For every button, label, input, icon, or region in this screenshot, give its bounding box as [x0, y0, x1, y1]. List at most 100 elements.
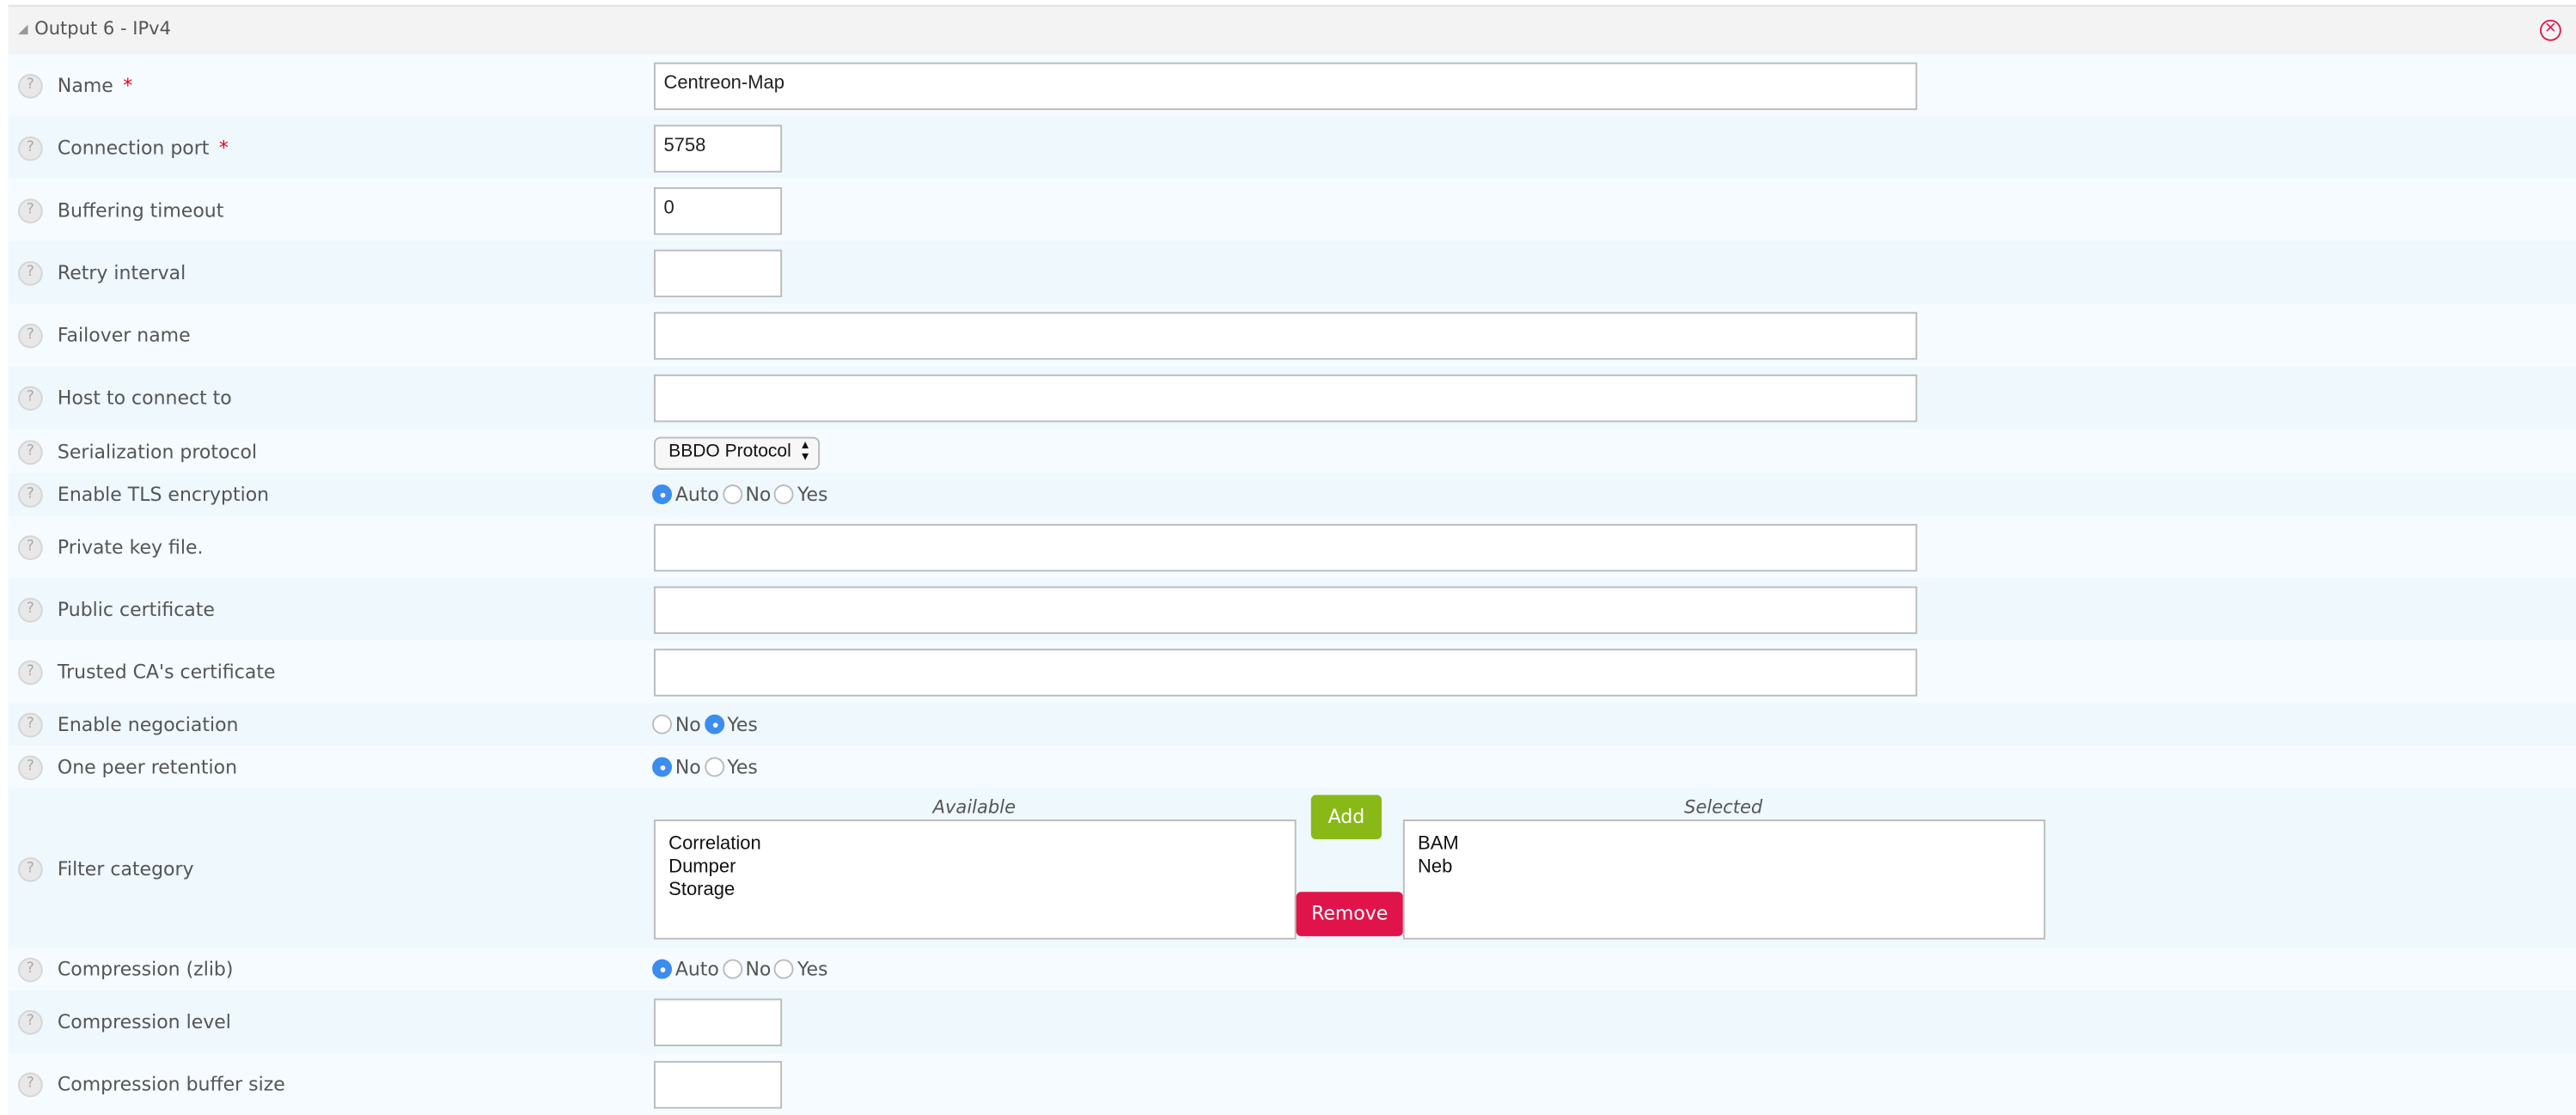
- radio-no[interactable]: [652, 757, 673, 777]
- radio-label[interactable]: Yes: [727, 755, 758, 779]
- help-icon[interactable]: ?: [18, 323, 43, 349]
- field-label: Connection port *: [58, 137, 229, 160]
- radio-label[interactable]: Yes: [797, 483, 828, 506]
- name-input[interactable]: Centreon-Map: [653, 61, 1918, 110]
- list-option[interactable]: BAM: [1418, 834, 1459, 855]
- form-row-connection-port: ? Connection port * 5758: [8, 116, 2576, 180]
- help-icon[interactable]: ?: [18, 712, 43, 738]
- help-icon[interactable]: ?: [18, 597, 43, 623]
- serialization-protocol-select[interactable]: BBDO Protocol ▲ ▼: [653, 436, 820, 469]
- form-row-name: ? Name * Centreon-Map: [8, 54, 2576, 117]
- list-option[interactable]: Storage: [668, 880, 736, 900]
- enable-negociation-radio-group: No Yes: [652, 713, 761, 736]
- form-row-enable-tls-encryption: ? Enable TLS encryption Auto No Yes: [8, 472, 2576, 516]
- radio-label[interactable]: Auto: [675, 957, 719, 981]
- field-label: Failover name: [58, 324, 191, 347]
- help-icon[interactable]: ?: [18, 755, 43, 781]
- label-text: Public certificate: [57, 597, 215, 621]
- field-label: Trusted CA's certificate: [58, 661, 276, 684]
- field-label: Compression buffer size: [58, 1073, 285, 1096]
- form-row-enable-negociation: ? Enable negociation No Yes: [8, 703, 2576, 746]
- form-row-compression-buffer-size: ? Compression buffer size: [8, 1052, 2576, 1115]
- radio-no[interactable]: [722, 484, 742, 504]
- list-option[interactable]: Neb: [1418, 857, 1453, 878]
- failover-name-input[interactable]: [653, 311, 1918, 359]
- field-label: Enable TLS encryption: [58, 483, 269, 506]
- section-header[interactable]: Output 6 - IPv4 ✕: [8, 4, 2576, 57]
- help-icon[interactable]: ?: [18, 1072, 43, 1098]
- radio-yes[interactable]: [774, 959, 795, 979]
- help-icon[interactable]: ?: [18, 136, 43, 161]
- required-asterisk: *: [123, 74, 133, 97]
- label-text: Enable negociation: [57, 712, 239, 736]
- label-text: Serialization protocol: [57, 439, 258, 463]
- form-row-retry-interval: ? Retry interval: [8, 241, 2576, 304]
- connection-port-input[interactable]: 5758: [653, 124, 783, 172]
- buffering-timeout-input[interactable]: 0: [653, 186, 783, 235]
- label-text: Trusted CA's certificate: [57, 660, 276, 684]
- radio-label[interactable]: No: [675, 712, 701, 736]
- help-icon[interactable]: ?: [18, 74, 43, 99]
- radio-no[interactable]: [722, 959, 742, 979]
- help-icon[interactable]: ?: [18, 535, 43, 560]
- field-label: Name *: [58, 74, 132, 97]
- radio-label[interactable]: No: [745, 957, 772, 981]
- radio-label[interactable]: Auto: [675, 483, 719, 506]
- form-row-private-key-file: ? Private key file.: [8, 515, 2576, 579]
- help-icon[interactable]: ?: [18, 439, 43, 465]
- label-text: Name: [57, 74, 113, 97]
- radio-label[interactable]: No: [675, 755, 701, 779]
- form-row-trusted-ca-s-certificate: ? Trusted CA's certificate: [8, 640, 2576, 704]
- field-label: Host to connect to: [58, 386, 232, 409]
- field-label: One peer retention: [58, 756, 237, 779]
- form-row-filter-category: ? Filter category Available Correlation Du…: [8, 788, 2576, 948]
- radio-yes[interactable]: [774, 484, 795, 504]
- selected-list[interactable]: BAM Neb: [1402, 819, 2046, 940]
- field-label: Buffering timeout: [58, 198, 223, 222]
- radio-yes[interactable]: [704, 714, 724, 734]
- required-asterisk: *: [218, 136, 229, 160]
- radio-label[interactable]: Yes: [727, 712, 758, 736]
- form-row-one-peer-retention: ? One peer retention No Yes: [8, 746, 2576, 789]
- public-certificate-input[interactable]: [653, 585, 1918, 634]
- help-icon[interactable]: ?: [18, 856, 43, 881]
- label-text: Retry interval: [57, 261, 186, 284]
- list-option[interactable]: Dumper: [668, 857, 736, 878]
- compression-buffer-size-input[interactable]: [653, 1060, 783, 1108]
- label-text: Compression (zlib): [57, 957, 234, 981]
- label-text: Private key file.: [57, 535, 204, 559]
- label-text: Connection port: [57, 136, 210, 160]
- field-label: Public certificate: [58, 598, 215, 621]
- radio-yes[interactable]: [704, 757, 724, 777]
- field-label: Filter category: [58, 856, 194, 880]
- form-row-public-certificate: ? Public certificate: [8, 578, 2576, 641]
- radio-label[interactable]: Yes: [797, 957, 828, 981]
- help-icon[interactable]: ?: [18, 660, 43, 685]
- add-button[interactable]: Add: [1310, 795, 1382, 840]
- private-key-file-input[interactable]: [653, 522, 1918, 571]
- help-icon[interactable]: ?: [18, 1009, 43, 1035]
- form-row-host-to-connect-to: ? Host to connect to: [8, 366, 2576, 430]
- list-option[interactable]: Correlation: [668, 834, 761, 855]
- triangle-collapse-icon[interactable]: [18, 24, 28, 35]
- help-icon[interactable]: ?: [18, 198, 43, 224]
- remove-button[interactable]: Remove: [1296, 892, 1403, 936]
- available-list[interactable]: Correlation Dumper Storage: [653, 819, 1297, 940]
- radio-no[interactable]: [652, 714, 673, 734]
- compression-level-input[interactable]: [653, 997, 783, 1045]
- help-icon[interactable]: ?: [18, 483, 43, 508]
- retry-interval-input[interactable]: [653, 248, 783, 297]
- select-value: BBDO Protocol: [668, 441, 791, 461]
- help-icon[interactable]: ?: [18, 261, 43, 286]
- radio-auto[interactable]: [652, 959, 673, 979]
- help-icon[interactable]: ?: [18, 957, 43, 983]
- help-icon[interactable]: ?: [18, 386, 43, 411]
- radio-label[interactable]: No: [745, 483, 772, 506]
- close-icon[interactable]: ✕: [2539, 19, 2561, 41]
- radio-auto[interactable]: [652, 484, 673, 504]
- host-to-connect-to-input[interactable]: [653, 373, 1918, 422]
- form-row-buffering-timeout: ? Buffering timeout 0: [8, 179, 2576, 242]
- label-text: Filter category: [57, 856, 194, 880]
- trusted-ca-s-certificate-input[interactable]: [653, 648, 1918, 696]
- label-text: Failover name: [57, 323, 191, 347]
